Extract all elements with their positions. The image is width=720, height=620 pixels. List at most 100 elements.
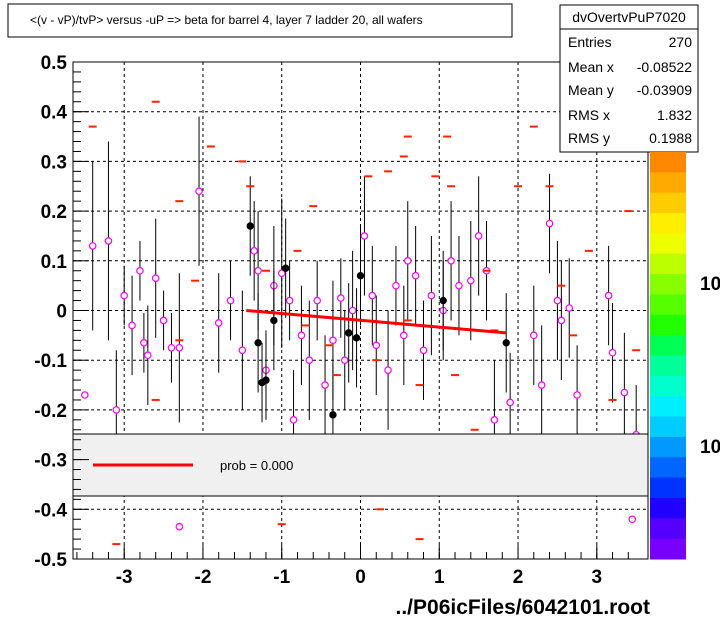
stats-value-mean-x: -0.08522	[637, 59, 692, 75]
open-point-38	[411, 271, 420, 280]
filled-point-5	[281, 264, 290, 272]
open-point-21	[285, 296, 294, 305]
palette-cell-9	[650, 335, 686, 356]
y-tick-label-4: -0.1	[34, 351, 67, 372]
stats-value-mean-y: -0.03909	[637, 82, 692, 98]
open-point-47	[490, 416, 499, 424]
filled-point-8	[352, 334, 361, 342]
open-point-29	[340, 356, 349, 365]
axes: -3 -2 -1 0 1 2 3 -0.5 -0.4 -0.3 -0.2 -0.1 0 0.1 0.2 0.3…	[34, 53, 629, 588]
open-point-60	[81, 391, 89, 399]
open-point-34	[384, 366, 392, 374]
open-point-54	[565, 304, 574, 312]
open-point-30	[348, 306, 357, 315]
open-point-44	[466, 276, 475, 285]
stats-label-mean-y: Mean y	[568, 82, 614, 98]
open-point-42	[447, 256, 455, 265]
open-point-22	[289, 416, 298, 424]
stats-label-mean-x: Mean x	[568, 59, 614, 75]
open-point-61	[175, 522, 184, 531]
open-point-14	[226, 296, 235, 305]
open-point-9	[159, 316, 168, 325]
legend-text: prob = 0.000	[220, 458, 293, 473]
open-point-49	[529, 331, 538, 340]
stats-box: dvOvertvPuP7020 Entries 270 Mean x -0.08…	[559, 4, 699, 153]
palette-cell-17	[650, 497, 686, 519]
y-tick-label-1: -0.4	[34, 500, 67, 521]
open-point-51	[545, 219, 554, 228]
open-point-35	[392, 281, 400, 290]
y-tick-label-6: 0.1	[41, 252, 68, 273]
open-point-1	[104, 237, 113, 245]
filled-point-11	[502, 339, 510, 347]
palette-cell-13	[650, 416, 686, 438]
palette-cell-5	[650, 253, 686, 275]
open-point-7	[144, 351, 152, 360]
y-tick-label-5: 0	[56, 302, 67, 323]
y-tick-label-9: 0.4	[41, 103, 68, 124]
open-point-15	[238, 346, 247, 355]
x-tick-label-2: -1	[273, 567, 290, 588]
legend: prob = 0.000	[72, 433, 649, 497]
open-point-33	[372, 341, 381, 350]
stats-value-rms-x: 1.832	[657, 107, 692, 123]
open-point-11	[175, 343, 184, 352]
y-tick-label-2: -0.3	[34, 451, 67, 472]
x-tick-label-5: 2	[513, 567, 524, 588]
title-box: <(v - vP)/tvP> versus -uP => beta for ba…	[7, 3, 513, 38]
open-point-12	[195, 187, 203, 196]
open-point-0	[88, 242, 97, 250]
open-point-6	[140, 339, 148, 347]
palette-cell-4	[650, 233, 686, 255]
palette-cell-8	[650, 314, 686, 336]
fit-layer	[246, 309, 507, 335]
color-palette	[650, 152, 686, 560]
open-point-26	[321, 381, 329, 389]
filled-point-0	[246, 222, 254, 230]
open-point-13	[214, 319, 223, 327]
x-tick-label-0: -3	[116, 567, 133, 588]
fit-line	[246, 309, 507, 335]
y-tick-label-0: -0.5	[34, 550, 67, 571]
open-point-31	[360, 232, 369, 240]
filled-point-7	[344, 329, 353, 337]
stats-label-entries: Entries	[568, 34, 612, 50]
palette-cell-14	[650, 436, 686, 458]
open-point-45	[474, 232, 483, 240]
open-point-39	[419, 346, 428, 355]
filled-point-1	[254, 339, 262, 347]
palette-cell-15	[650, 457, 686, 479]
open-point-37	[403, 256, 412, 265]
open-point-53	[557, 316, 566, 325]
open-point-52	[553, 296, 562, 305]
palette-label-upper: 10	[700, 274, 720, 295]
open-point-48	[506, 398, 514, 407]
filled-point-9	[356, 272, 365, 280]
filled-point-4	[270, 316, 278, 325]
open-point-4	[128, 321, 136, 330]
open-point-17	[254, 266, 262, 275]
open-point-62	[628, 515, 637, 524]
open-point-25	[313, 296, 321, 305]
palette-cell-7	[650, 294, 686, 316]
palette-cell-1	[650, 172, 686, 194]
filled-point-6	[329, 411, 337, 419]
open-point-50	[537, 381, 546, 389]
open-point-3	[120, 291, 128, 300]
palette-cell-3	[650, 213, 686, 234]
palette-cell-12	[650, 396, 686, 418]
palette-label-lower: 10	[700, 437, 720, 458]
open-point-5	[136, 266, 144, 275]
y-tick-label-8: 0.3	[41, 152, 67, 173]
open-point-36	[400, 331, 408, 340]
palette-cell-11	[650, 375, 686, 397]
open-point-8	[151, 274, 160, 282]
open-point-10	[167, 343, 176, 352]
x-tick-label-6: 3	[592, 567, 603, 588]
palette-cell-18	[650, 518, 686, 540]
footer-filename: ../P06icFiles/6042101.root	[396, 596, 650, 619]
chart-title: <(v - vP)/tvP> versus -uP => beta for ba…	[30, 13, 423, 27]
open-point-55	[573, 391, 581, 399]
palette-cell-2	[650, 192, 686, 214]
